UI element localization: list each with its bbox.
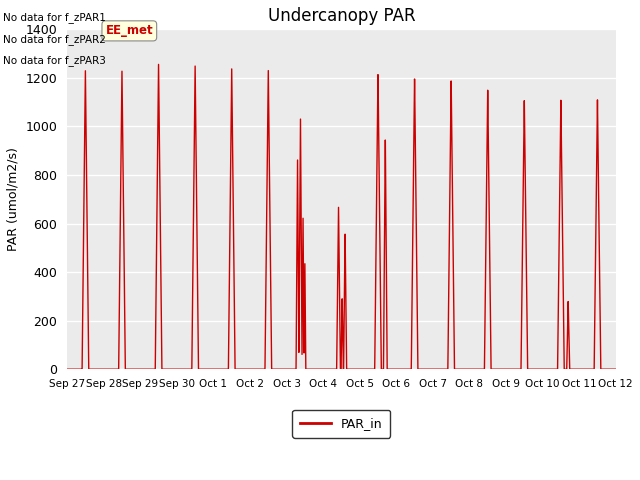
Title: Undercanopy PAR: Undercanopy PAR: [268, 7, 415, 25]
Text: No data for f_zPAR2: No data for f_zPAR2: [3, 34, 106, 45]
Y-axis label: PAR (umol/m2/s): PAR (umol/m2/s): [7, 147, 20, 251]
Text: EE_met: EE_met: [106, 24, 153, 37]
Text: No data for f_zPAR1: No data for f_zPAR1: [3, 12, 106, 23]
Legend: PAR_in: PAR_in: [292, 410, 390, 438]
Text: No data for f_zPAR3: No data for f_zPAR3: [3, 55, 106, 66]
